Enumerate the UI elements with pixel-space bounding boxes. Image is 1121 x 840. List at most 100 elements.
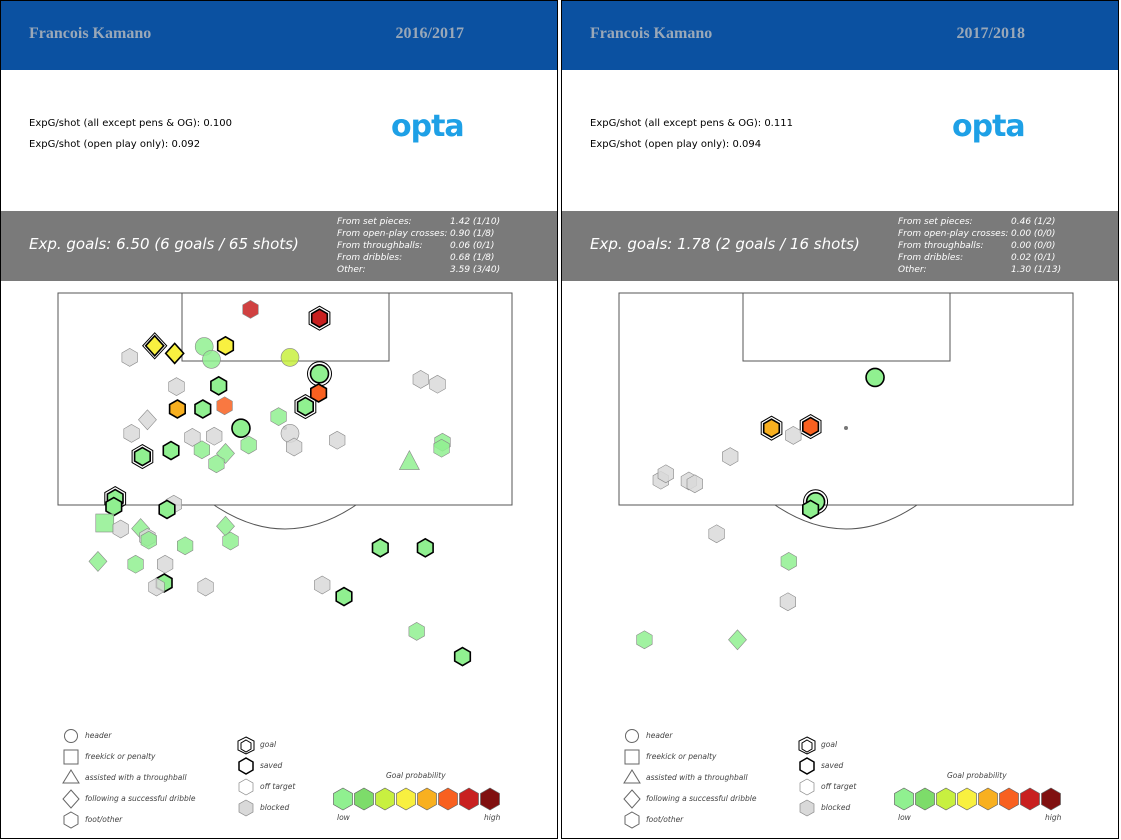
breakdown-label: From open-play crosses: [898, 229, 1009, 239]
shot-marker [708, 524, 725, 544]
shot-goal-ring [799, 414, 822, 440]
shot-hexagon-blocked [285, 437, 303, 457]
breakdown-label: From set pieces: [337, 217, 412, 227]
shot-marker [123, 424, 140, 443]
legend-outcomes: goal saved off target blocked [237, 736, 296, 817]
shot-marker [329, 430, 346, 450]
shot-diamond-off [728, 629, 747, 651]
shot-marker [408, 622, 425, 641]
legend-off-target-icon [238, 778, 254, 796]
xg-summary-band: Exp. goals: 6.50 (6 goals / 65 shots) Fr… [1, 211, 557, 281]
scale-swatch [333, 787, 353, 811]
shot-marker [285, 437, 303, 457]
shot-hexagon-saved [371, 537, 389, 558]
shot-hexagon-off [780, 552, 797, 571]
season-label: 2017/2018 [956, 25, 1025, 42]
legend-diamond-icon [62, 789, 80, 809]
breakdown-label: From throughballs: [898, 241, 984, 251]
shot-goal-ring [131, 444, 154, 470]
shot-hexagon-off [408, 622, 425, 641]
breakdown-value: 0.90 (1/8) [450, 229, 495, 239]
shot-marker [398, 449, 420, 470]
scale-low-label: low [898, 813, 912, 822]
shot-hexagon-off [240, 435, 257, 455]
legend-label: freekick or penalty [646, 752, 717, 761]
breakdown-label: From dribbles: [337, 253, 403, 263]
shot-marker [799, 414, 822, 440]
shot-hexagon-goal [310, 308, 329, 329]
shot-marker [779, 592, 796, 612]
panel-header: Francois Kamano 2017/2018 [562, 1, 1118, 70]
shot-hexagon-blocked [708, 524, 725, 544]
shot-hexagon-goal [133, 446, 151, 467]
shot-marker [785, 426, 802, 445]
pitch-lines [618, 292, 1074, 530]
shot-hexagon-saved [416, 537, 434, 558]
scale-swatch [1041, 787, 1061, 811]
legend-label: blocked [821, 803, 851, 812]
goal-probability-scale: Goal probability low high [333, 771, 501, 822]
shot-marker [112, 519, 129, 539]
shot-marker [142, 332, 168, 360]
shot-hexagon-blocked [779, 592, 796, 612]
legend-label: saved [260, 761, 283, 770]
six-yard-box [742, 292, 951, 362]
shot-hexagon-saved [802, 499, 820, 520]
shot-marker [216, 396, 233, 416]
shot-goal-ring [308, 305, 331, 331]
breakdown-value: 0.68 (1/8) [450, 253, 495, 263]
scale-swatch [438, 787, 458, 811]
shot-marker [138, 409, 157, 431]
shot-hexagon-blocked [657, 464, 674, 484]
shot-marker [802, 499, 820, 520]
shot-hexagon-goal [802, 416, 820, 437]
shot-map: header freekick or penalty assisted with… [57, 292, 513, 829]
shot-hexagon-blocked [206, 426, 223, 446]
legend-label: assisted with a throughball [85, 773, 187, 782]
shot-marker [686, 474, 703, 494]
season-label: 2016/2017 [395, 25, 464, 42]
shot-hexagon-saved [309, 383, 328, 403]
shot-goal-ring [760, 415, 783, 441]
shot-hexagon-off [127, 554, 144, 574]
breakdown-label: From throughballs: [337, 241, 423, 251]
shot-circle-off [202, 350, 221, 369]
shots-layer [88, 300, 472, 667]
shot-marker [242, 300, 259, 319]
shot-marker [453, 646, 472, 667]
legend-shapes: header freekick or penalty assisted with… [623, 729, 757, 829]
xg-summary-band: Exp. goals: 1.78 (2 goals / 16 shots) Fr… [562, 211, 1118, 281]
shot-hexagon-blocked [329, 430, 346, 450]
shot-marker [177, 536, 194, 556]
legend-circle-icon [625, 729, 639, 743]
shot-square-off [95, 513, 115, 533]
breakdown-value: 0.00 (0/0) [1011, 229, 1056, 239]
legend-circle-icon [64, 729, 78, 743]
legend: header freekick or penalty assisted with… [62, 729, 501, 829]
scale-swatches [333, 787, 500, 811]
shot-circle-saved [231, 418, 251, 438]
shot-hexagon-off [140, 530, 157, 550]
shot-hexagon-goal [762, 418, 781, 439]
shot-hexagon-saved [194, 399, 212, 419]
shot-hexagon-saved [168, 399, 186, 419]
shot-hexagon-blocked [157, 554, 174, 574]
scale-swatch [396, 787, 416, 811]
shot-marker [216, 335, 235, 356]
shot-hexagon-saved [453, 646, 472, 667]
xg-summary: Exp. goals: 1.78 (2 goals / 16 shots) [590, 235, 860, 253]
shot-marker [309, 383, 328, 403]
penalty-area [57, 292, 513, 506]
legend-off-target-icon [799, 778, 815, 796]
shot-marker [728, 629, 747, 651]
shot-hexagon-blocked [148, 577, 165, 597]
shot-diamond-saved [164, 342, 185, 365]
breakdown-label: From open-play crosses: [337, 229, 448, 239]
shot-marker [722, 447, 739, 466]
expg-per-shot-open-play: ExpG/shot (open play only): 0.094 [590, 139, 762, 150]
scale-high-label: high [1045, 813, 1062, 822]
breakdown-value: 0.46 (1/2) [1011, 217, 1056, 227]
shot-marker [131, 444, 154, 470]
shot-hexagon-saved [335, 586, 353, 607]
legend-label: header [646, 731, 673, 740]
